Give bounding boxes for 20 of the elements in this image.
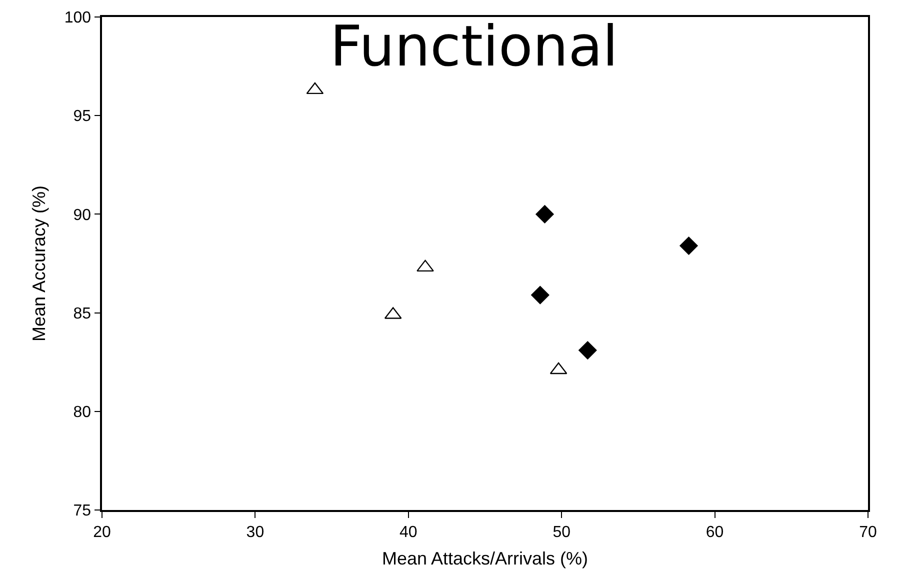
y-axis-title: Mean Accuracy (%) bbox=[29, 185, 50, 342]
y-tick-label: 75 bbox=[73, 502, 92, 520]
y-tick-label: 100 bbox=[64, 10, 92, 27]
y-tick-label: 95 bbox=[73, 108, 92, 126]
y-tick-label: 80 bbox=[73, 404, 92, 421]
point bbox=[536, 205, 554, 224]
point bbox=[416, 260, 434, 272]
y-tick-label: 90 bbox=[73, 206, 92, 224]
x-axis-title: Mean Attacks/Arrivals (%) bbox=[382, 548, 588, 569]
chart-title: Functional bbox=[330, 14, 618, 80]
x-tick-label: 20 bbox=[93, 524, 111, 541]
x-tick-label: 70 bbox=[859, 524, 877, 541]
x-tick-label: 40 bbox=[400, 524, 418, 541]
x-tick-label: 30 bbox=[246, 524, 264, 541]
point bbox=[531, 286, 550, 304]
x-tick-label: 60 bbox=[706, 524, 724, 541]
x-tick-label: 50 bbox=[552, 524, 571, 541]
point bbox=[680, 236, 698, 255]
point bbox=[578, 341, 597, 360]
y-tick-label: 85 bbox=[73, 305, 92, 322]
